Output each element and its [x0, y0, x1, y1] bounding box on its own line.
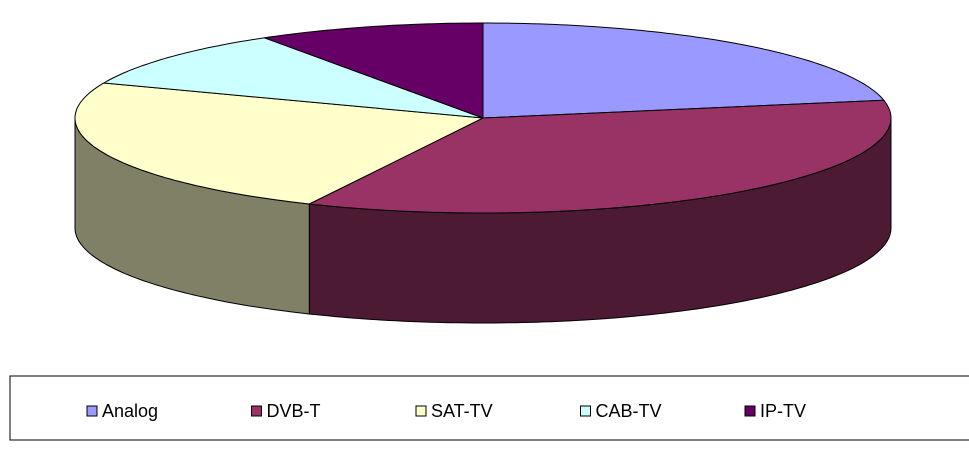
slice	[307, 99, 892, 214]
legend-label: Analog	[102, 401, 158, 421]
slice	[482, 22, 885, 119]
legend-label: SAT-TV	[431, 401, 493, 421]
slice	[74, 82, 485, 205]
legend-label: IP-TV	[760, 401, 806, 421]
legend-label: DVB-T	[267, 401, 321, 421]
legend-swatch	[415, 405, 427, 417]
legend-swatch	[744, 405, 756, 417]
slice	[102, 37, 484, 119]
legend-box	[9, 375, 969, 441]
legend-swatch	[86, 405, 98, 417]
slice	[264, 22, 484, 119]
legend-swatch	[580, 405, 591, 417]
legend-label: CAB-TV	[596, 401, 662, 421]
legend-swatch	[251, 405, 262, 417]
